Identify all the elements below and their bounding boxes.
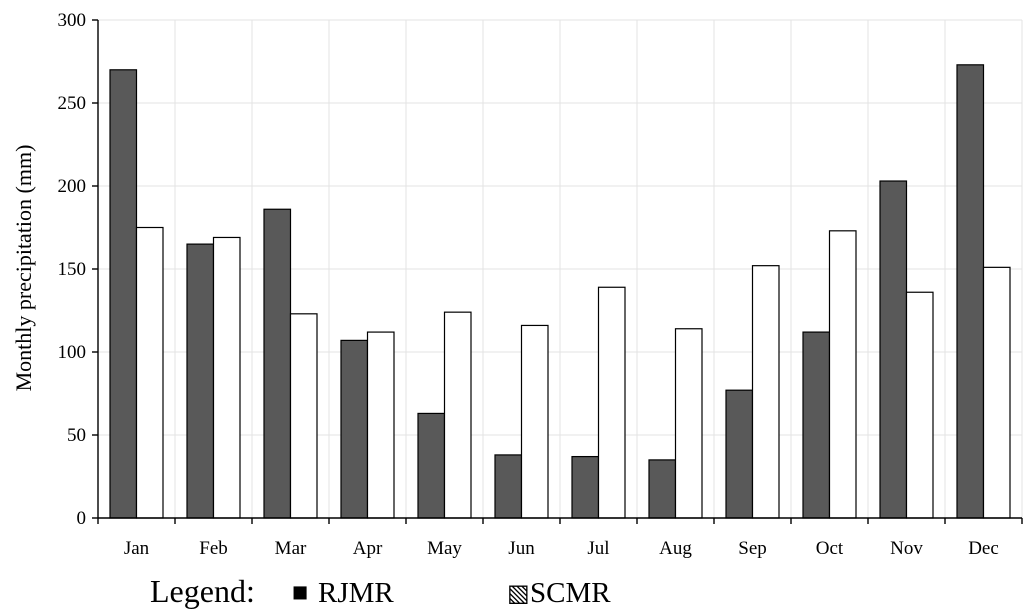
bar-scmr-oct	[828, 230, 857, 519]
bar-rjmr-jun	[494, 454, 523, 519]
legend-marker-rjmr: ■	[292, 577, 308, 607]
bar-scmr-jan	[135, 226, 164, 519]
x-tick-label: Jan	[124, 538, 150, 559]
x-tick-label: Sep	[738, 538, 767, 559]
bar-scmr-apr	[366, 331, 395, 519]
x-tick-label: Dec	[968, 538, 999, 559]
bar-rjmr-mar	[263, 208, 292, 519]
y-tick-label: 100	[58, 342, 87, 363]
grid-layer	[98, 19, 1023, 518]
legend: Legend: ■ RJMR ▧ SCMR	[150, 573, 611, 609]
bar-scmr-jul	[597, 286, 626, 519]
bar-scmr-aug	[674, 328, 703, 519]
x-tick-label: Oct	[816, 538, 844, 559]
legend-title: Legend:	[150, 573, 255, 609]
bar-scmr-sep	[751, 265, 780, 519]
bar-rjmr-sep	[725, 389, 754, 519]
legend-label-scmr: SCMR	[530, 577, 611, 609]
tick-labels: 0 50 100 150 200 250 300 Jan Feb Mar Apr May Jun Jul A…	[58, 10, 999, 559]
bar-rjmr-may	[417, 412, 446, 519]
y-tick-label: 300	[58, 10, 87, 31]
x-tick-label: Aug	[659, 538, 692, 559]
bar-scmr-jun	[520, 324, 549, 519]
x-tick-label: Feb	[199, 538, 228, 559]
bar-scmr-feb	[212, 236, 241, 519]
bar-scmr-mar	[289, 313, 318, 519]
bar-scmr-dec	[982, 266, 1011, 519]
x-tick-label: May	[427, 538, 462, 559]
bars-layer	[109, 64, 1011, 519]
bar-rjmr-nov	[879, 180, 908, 519]
y-axis-title: Monthly precipitation (mm)	[11, 145, 36, 392]
bar-rjmr-oct	[802, 331, 831, 519]
bar-rjmr-jul	[571, 455, 600, 519]
x-tick-label: Nov	[890, 538, 923, 559]
bar-rjmr-dec	[956, 64, 985, 519]
bar-rjmr-jan	[109, 69, 138, 519]
bar-rjmr-aug	[648, 459, 677, 519]
x-tick-label: Mar	[275, 538, 307, 559]
x-tick-label: Apr	[353, 538, 383, 559]
bar-rjmr-apr	[340, 339, 369, 519]
y-tick-label: 150	[58, 259, 87, 280]
bar-rjmr-feb	[186, 243, 215, 519]
y-tick-label: 0	[77, 508, 87, 529]
bar-scmr-may	[443, 311, 472, 519]
x-tick-label: Jun	[508, 538, 535, 559]
axes-layer	[92, 19, 1023, 524]
legend-marker-scmr: ▧	[507, 581, 530, 607]
y-tick-label: 250	[58, 93, 87, 114]
x-tick-label: Jul	[587, 538, 609, 559]
legend-label-rjmr: RJMR	[318, 577, 394, 609]
y-tick-label: 200	[58, 176, 87, 197]
y-tick-label: 50	[67, 425, 86, 446]
bar-scmr-nov	[905, 291, 934, 519]
